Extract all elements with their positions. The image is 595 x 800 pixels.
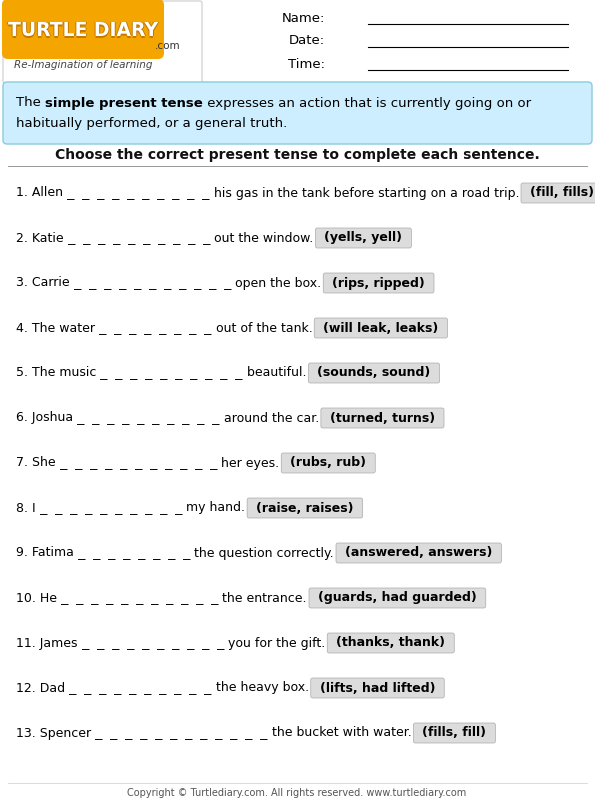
FancyBboxPatch shape: [3, 1, 202, 83]
Text: (turned, turns): (turned, turns): [330, 411, 435, 425]
Text: 4. The water: 4. The water: [16, 322, 99, 334]
Text: (answered, answers): (answered, answers): [345, 546, 493, 559]
Text: the entrance.: the entrance.: [218, 591, 307, 605]
FancyBboxPatch shape: [327, 633, 454, 653]
Text: _ _ _ _ _ _ _ _ _ _ _ _: _ _ _ _ _ _ _ _ _ _ _ _: [95, 726, 268, 739]
FancyBboxPatch shape: [414, 723, 496, 743]
Text: _ _ _ _ _ _ _ _ _ _: _ _ _ _ _ _ _ _ _ _: [40, 502, 182, 514]
Text: the bucket with water.: the bucket with water.: [268, 726, 411, 739]
FancyBboxPatch shape: [247, 498, 362, 518]
Text: _ _ _ _ _ _ _ _ _ _: _ _ _ _ _ _ _ _ _ _: [82, 637, 224, 650]
FancyBboxPatch shape: [281, 453, 375, 473]
Text: _ _ _ _ _ _ _ _ _ _ _: _ _ _ _ _ _ _ _ _ _ _: [60, 457, 217, 470]
Text: Copyright © Turtlediary.com. All rights reserved. www.turtlediary.com: Copyright © Turtlediary.com. All rights …: [127, 788, 466, 798]
Text: open the box.: open the box.: [231, 277, 321, 290]
Text: Name:: Name:: [281, 11, 325, 25]
FancyBboxPatch shape: [323, 273, 434, 293]
Text: 13. Spencer: 13. Spencer: [16, 726, 95, 739]
Text: around the car.: around the car.: [220, 411, 319, 425]
FancyBboxPatch shape: [336, 543, 502, 563]
Text: the question correctly.: the question correctly.: [190, 546, 334, 559]
Text: TURTLE DIARY: TURTLE DIARY: [9, 22, 159, 41]
FancyBboxPatch shape: [521, 183, 595, 203]
Text: 5. The music: 5. The music: [16, 366, 101, 379]
Text: TURTLE DIARY: TURTLE DIARY: [7, 22, 157, 41]
FancyBboxPatch shape: [2, 0, 164, 59]
Text: Re-Imagination of learning: Re-Imagination of learning: [14, 60, 152, 70]
FancyBboxPatch shape: [3, 82, 592, 144]
Text: 2. Katie: 2. Katie: [16, 231, 68, 245]
Text: 7. She: 7. She: [16, 457, 60, 470]
Text: TURTLE DIARY: TURTLE DIARY: [8, 22, 158, 42]
FancyBboxPatch shape: [315, 228, 411, 248]
Text: 8. I: 8. I: [16, 502, 40, 514]
Text: Date:: Date:: [289, 34, 325, 47]
Text: 12. Dad: 12. Dad: [16, 682, 69, 694]
Text: The: The: [16, 97, 45, 110]
Text: _ _ _ _ _ _ _ _ _ _: _ _ _ _ _ _ _ _ _ _: [69, 682, 212, 694]
Text: _ _ _ _ _ _ _ _ _ _: _ _ _ _ _ _ _ _ _ _: [67, 186, 209, 199]
FancyBboxPatch shape: [314, 318, 447, 338]
Text: (lifts, had lifted): (lifts, had lifted): [320, 682, 436, 694]
Text: (thanks, thank): (thanks, thank): [336, 637, 445, 650]
Text: habitually performed, or a general truth.: habitually performed, or a general truth…: [16, 117, 287, 130]
Text: Choose the correct present tense to complete each sentence.: Choose the correct present tense to comp…: [55, 148, 540, 162]
Text: (raise, raises): (raise, raises): [256, 502, 353, 514]
Text: 1. Allen: 1. Allen: [16, 186, 67, 199]
Text: 10. He: 10. He: [16, 591, 61, 605]
Text: my hand.: my hand.: [182, 502, 245, 514]
Text: beautiful.: beautiful.: [243, 366, 306, 379]
Text: (fills, fill): (fills, fill): [422, 726, 486, 739]
Text: _ _ _ _ _ _ _ _ _ _: _ _ _ _ _ _ _ _ _ _: [68, 231, 210, 245]
Text: (sounds, sound): (sounds, sound): [317, 366, 431, 379]
Text: (will leak, leaks): (will leak, leaks): [323, 322, 439, 334]
Text: out the window.: out the window.: [210, 231, 314, 245]
Text: _ _ _ _ _ _ _ _ _ _: _ _ _ _ _ _ _ _ _ _: [101, 366, 243, 379]
Text: (rubs, rub): (rubs, rub): [290, 457, 367, 470]
Text: TURTLE DIARY: TURTLE DIARY: [8, 22, 158, 41]
Text: _ _ _ _ _ _ _ _ _ _ _: _ _ _ _ _ _ _ _ _ _ _: [74, 277, 231, 290]
FancyBboxPatch shape: [309, 588, 486, 608]
Text: you for the gift.: you for the gift.: [224, 637, 325, 650]
Text: her eyes.: her eyes.: [217, 457, 279, 470]
Text: (fill, fills): (fill, fills): [530, 186, 594, 199]
Text: 11. James: 11. James: [16, 637, 82, 650]
Text: .com: .com: [155, 41, 181, 51]
Text: 3. Carrie: 3. Carrie: [16, 277, 74, 290]
Text: TURTLE DIARY: TURTLE DIARY: [8, 21, 158, 39]
Text: _ _ _ _ _ _ _ _: _ _ _ _ _ _ _ _: [99, 322, 211, 334]
Text: out of the tank.: out of the tank.: [211, 322, 312, 334]
FancyBboxPatch shape: [308, 363, 440, 383]
Text: 9. Fatima: 9. Fatima: [16, 546, 78, 559]
Text: 6. Joshua: 6. Joshua: [16, 411, 77, 425]
Text: _ _ _ _ _ _ _ _ _ _ _: _ _ _ _ _ _ _ _ _ _ _: [61, 591, 218, 605]
FancyBboxPatch shape: [321, 408, 444, 428]
Text: expresses an action that is currently going on or: expresses an action that is currently go…: [203, 97, 531, 110]
Text: Time:: Time:: [288, 58, 325, 70]
Text: simple present tense: simple present tense: [45, 97, 203, 110]
Text: (rips, ripped): (rips, ripped): [332, 277, 425, 290]
Text: (guards, had guarded): (guards, had guarded): [318, 591, 477, 605]
Text: (yells, yell): (yells, yell): [324, 231, 402, 245]
Text: the heavy box.: the heavy box.: [212, 682, 309, 694]
FancyBboxPatch shape: [311, 678, 444, 698]
Text: _ _ _ _ _ _ _ _: _ _ _ _ _ _ _ _: [78, 546, 190, 559]
Text: his gas in the tank before starting on a road trip.: his gas in the tank before starting on a…: [209, 186, 519, 199]
Text: _ _ _ _ _ _ _ _ _ _: _ _ _ _ _ _ _ _ _ _: [77, 411, 220, 425]
